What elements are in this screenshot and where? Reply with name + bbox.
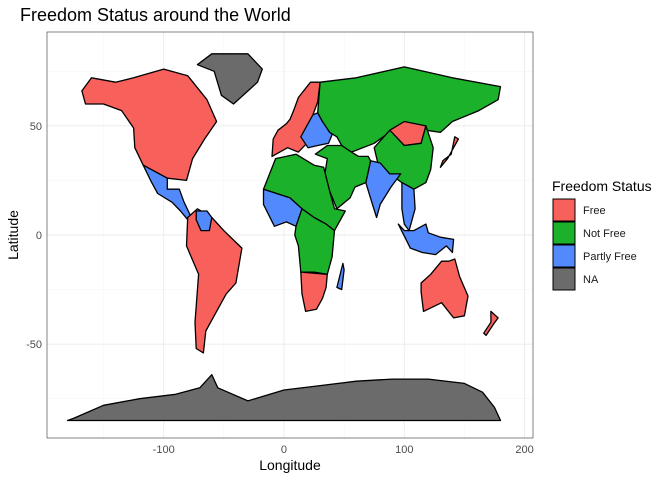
region-india	[365, 160, 402, 219]
legend-key	[552, 198, 576, 222]
y-axis-ticks: -50 0 50	[26, 121, 42, 351]
legend-label: Not Free	[583, 228, 626, 240]
region-russia-central-asia	[317, 66, 502, 153]
legend-label: Partly Free	[583, 251, 637, 263]
legend-key	[552, 244, 576, 268]
region-central-africa	[294, 208, 336, 275]
plot-panel	[46, 31, 534, 439]
country-polygons	[66, 53, 502, 422]
region-south-america	[185, 208, 243, 354]
region-indonesia	[397, 223, 455, 256]
legend-key	[552, 267, 576, 291]
y-tick-label: 50	[30, 121, 42, 133]
x-tick-label: -100	[153, 444, 175, 456]
x-tick-label: 0	[281, 444, 287, 456]
region-australia	[420, 258, 469, 319]
region-antarctica	[66, 374, 502, 422]
region-new-zealand	[483, 310, 499, 337]
region-western-europe	[271, 81, 321, 158]
legend: Freedom Status Free Not Free Partly Free NA	[552, 178, 652, 291]
x-tick-label: 200	[515, 444, 533, 456]
region-greenland	[196, 53, 263, 105]
y-tick-label: 0	[36, 230, 42, 242]
y-tick-label: -50	[26, 339, 42, 351]
legend-title: Freedom Status	[552, 178, 652, 194]
chart-title: Freedom Status around the World	[20, 5, 291, 25]
panel-border	[46, 31, 534, 439]
legend-label: NA	[583, 274, 599, 286]
region-southeast-asia	[401, 181, 416, 232]
region-southern-africa	[300, 271, 328, 313]
x-axis-ticks: -100 0 100 200	[153, 444, 534, 456]
region-west-africa	[262, 188, 303, 227]
region-japan	[439, 136, 460, 168]
legend-label: Free	[583, 205, 606, 217]
region-venezuela	[195, 210, 213, 232]
y-axis-title: Latitude	[5, 210, 21, 260]
legend-key	[552, 221, 576, 245]
legend-items: Free Not Free Partly Free NA	[552, 198, 637, 291]
x-tick-label: 100	[395, 444, 413, 456]
x-axis-title: Longitude	[259, 457, 321, 473]
region-north-america	[81, 68, 218, 182]
region-madagascar	[336, 262, 345, 291]
